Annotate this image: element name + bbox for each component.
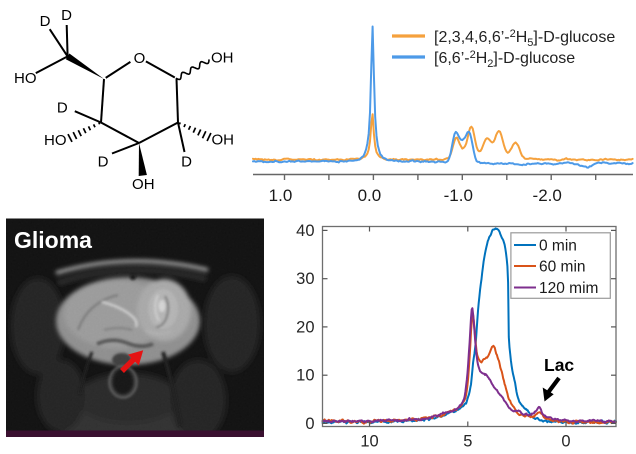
svg-text:10: 10	[360, 433, 378, 451]
svg-text:OH: OH	[211, 50, 234, 67]
svg-text:5: 5	[463, 433, 472, 451]
svg-text:D: D	[40, 13, 51, 30]
svg-text:-1.0: -1.0	[444, 186, 473, 205]
svg-text:D: D	[57, 100, 68, 117]
svg-text:D: D	[98, 154, 109, 171]
svg-text:40: 40	[296, 222, 314, 240]
svg-text:0: 0	[305, 415, 314, 433]
svg-text:Lac: Lac	[544, 355, 574, 375]
svg-text:30: 30	[296, 270, 314, 288]
svg-text:HO: HO	[14, 70, 37, 87]
svg-text:60 min: 60 min	[539, 259, 586, 276]
svg-text:O: O	[134, 50, 146, 67]
svg-text:D: D	[61, 7, 72, 24]
svg-text:[2,3,4,6,6’-2H5]-D-glucose: [2,3,4,6,6’-2H5]-D-glucose	[434, 28, 615, 49]
svg-text:HO: HO	[44, 132, 67, 149]
svg-text:Glioma: Glioma	[14, 227, 92, 253]
svg-text:0.0: 0.0	[358, 186, 382, 205]
svg-text:OH: OH	[212, 132, 235, 149]
svg-text:20: 20	[296, 318, 314, 336]
svg-text:1.0: 1.0	[269, 186, 293, 205]
svg-text:0 min: 0 min	[539, 238, 577, 255]
svg-text:[6,6’-2H2]-D-glucose: [6,6’-2H2]-D-glucose	[434, 49, 575, 70]
svg-text:D: D	[181, 154, 192, 171]
svg-text:OH: OH	[132, 176, 155, 193]
svg-text:0: 0	[561, 433, 570, 451]
svg-text:120 mim: 120 mim	[539, 280, 598, 297]
svg-text:10: 10	[296, 367, 314, 385]
svg-text:-2.0: -2.0	[533, 186, 562, 205]
